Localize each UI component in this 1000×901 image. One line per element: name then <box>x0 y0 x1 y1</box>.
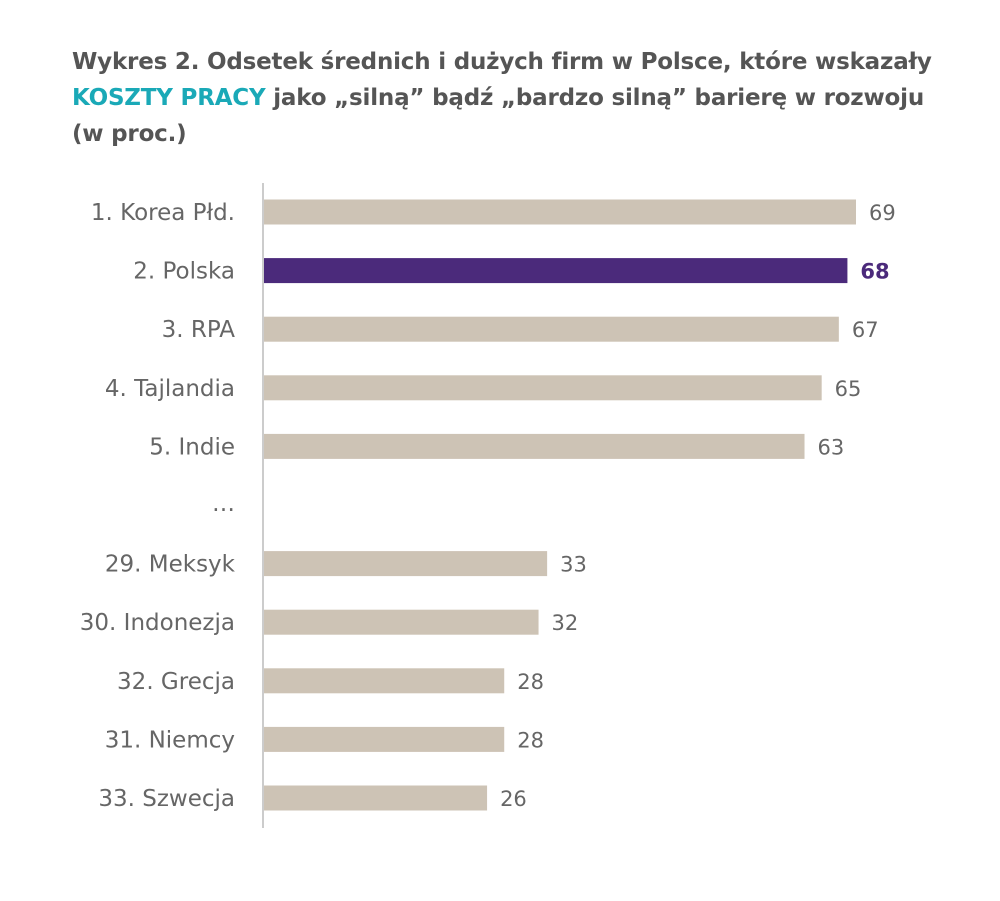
category-label: 4. Tajlandia <box>105 376 235 402</box>
value-label: 63 <box>818 435 845 459</box>
title-part2: jako „silną” bądź „bardzo silną” barierę… <box>72 85 925 147</box>
bar <box>264 199 856 225</box>
value-label: 28 <box>517 670 544 694</box>
title-highlight: KOSZTY PRACY <box>72 85 266 111</box>
value-label: 28 <box>517 728 544 752</box>
bar <box>264 609 539 635</box>
value-label: 26 <box>500 787 527 811</box>
category-label: 29. Meksyk <box>105 552 236 578</box>
category-label: 32. Grecja <box>117 669 235 695</box>
title-part1: Wykres 2. Odsetek średnich i dużych firm… <box>72 49 932 75</box>
category-label: 30. Indonezja <box>80 610 235 636</box>
category-label: 33. Szwecja <box>98 786 235 812</box>
value-label: 33 <box>560 553 587 577</box>
bar-highlight <box>264 258 848 284</box>
value-label: 69 <box>869 201 896 225</box>
bar <box>264 316 839 342</box>
category-label: 2. Polska <box>133 259 235 285</box>
bar <box>264 433 805 459</box>
bar <box>264 668 505 694</box>
chart-title: Wykres 2. Odsetek średnich i dużych firm… <box>72 44 932 152</box>
category-label: 3. RPA <box>162 317 236 343</box>
value-label: 67 <box>852 318 879 342</box>
bar <box>264 726 505 752</box>
value-label: 65 <box>835 377 862 401</box>
ellipsis-label: … <box>212 491 235 517</box>
value-label: 68 <box>860 260 889 284</box>
category-label: 31. Niemcy <box>105 727 235 753</box>
bar <box>264 551 548 577</box>
category-label: 1. Korea Płd. <box>91 200 235 226</box>
bar <box>264 785 488 811</box>
bar <box>264 375 822 401</box>
category-label: 5. Indie <box>149 434 235 460</box>
value-label: 32 <box>552 611 579 635</box>
